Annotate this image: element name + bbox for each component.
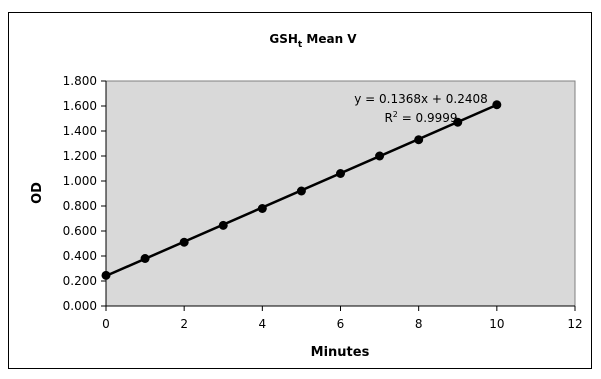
- chart-title-suffix: Mean V: [302, 32, 357, 46]
- data-point: [296, 186, 306, 196]
- trendline-equation: y = 0.1368x + 0.2408: [354, 92, 488, 106]
- y-tick-label: 1.400: [63, 124, 97, 138]
- data-point: [492, 100, 502, 110]
- x-tick-label: 10: [489, 317, 504, 331]
- data-point: [453, 117, 463, 127]
- trendline-r2: R2 = 0.9999: [384, 110, 457, 125]
- data-points: [101, 100, 502, 280]
- y-tick-label: 0.600: [63, 224, 97, 238]
- plot-area: [105, 80, 576, 307]
- x-tick-label: 4: [259, 317, 267, 331]
- y-tick-label: 1.800: [63, 74, 97, 88]
- data-point: [257, 204, 267, 213]
- x-tick-label: 12: [567, 317, 582, 331]
- data-point: [179, 237, 189, 247]
- y-tick-label: 1.600: [63, 99, 97, 113]
- axes: 0.000 0.200 0.400 0.600 0.800 1.000 1.200 1.400…: [63, 74, 583, 331]
- data-point: [336, 169, 345, 178]
- x-axis-label: Minutes: [311, 345, 370, 360]
- chart-title-subscript: t: [298, 40, 303, 50]
- data-point: [375, 151, 385, 161]
- x-tick-label: 2: [180, 317, 188, 331]
- y-axis-label: OD: [30, 182, 45, 204]
- data-point: [414, 135, 424, 145]
- y-tick-label: 0.200: [63, 274, 97, 288]
- r2-superscript: 2: [393, 110, 398, 119]
- data-point: [101, 270, 111, 280]
- y-tick-label: 0.400: [63, 249, 97, 263]
- y-tick-label: 0.000: [63, 299, 97, 313]
- y-tick-label: 0.800: [63, 199, 97, 213]
- x-tick-label: 0: [102, 317, 110, 331]
- y-tick-label: 1.000: [63, 174, 97, 188]
- data-point: [140, 254, 150, 263]
- data-point: [218, 220, 228, 230]
- chart-title: GSHt Mean V: [269, 32, 357, 50]
- x-tick-label: 6: [337, 317, 345, 331]
- y-tick-label: 1.200: [63, 149, 97, 163]
- x-tick-label: 8: [415, 317, 423, 331]
- r2-suffix: = 0.9999: [398, 111, 458, 125]
